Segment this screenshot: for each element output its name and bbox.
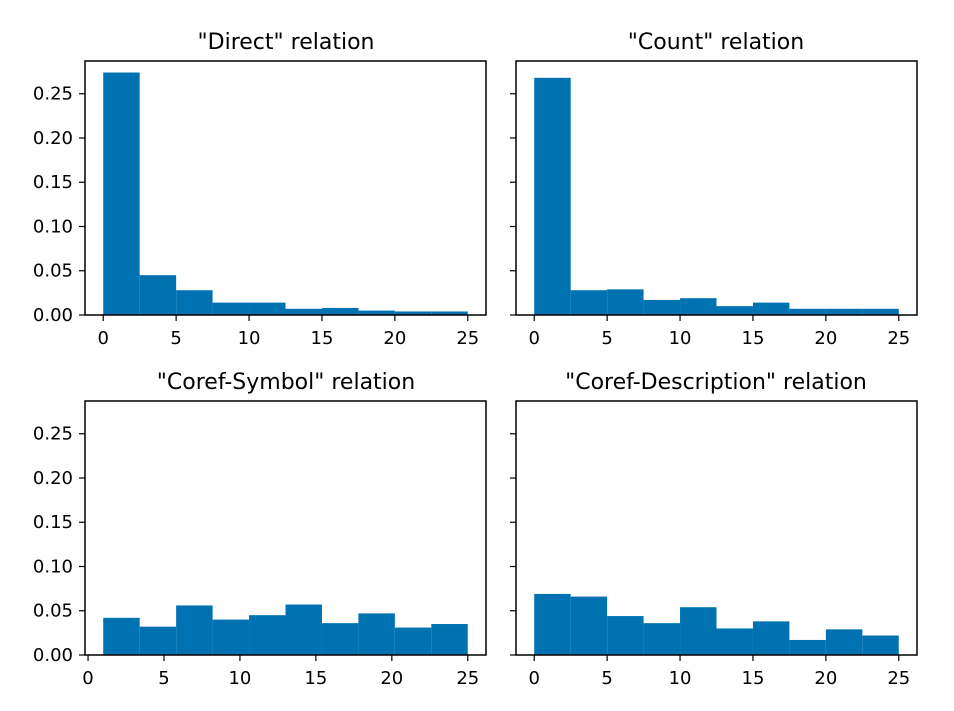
panel-title: "Coref-Description" relation [565,370,867,395]
histogram-bar [680,298,717,315]
axes-frame [84,400,487,656]
histogram-bar [394,627,432,655]
x-tick-label: 5 [158,668,169,689]
y-tick-label: 0.20 [33,128,73,149]
histogram-bar [534,593,571,655]
x-tick-label: 0 [82,668,93,689]
x-tick-label: 15 [742,668,765,689]
axes-frame [84,60,487,316]
histogram-bar [607,616,644,655]
panel-title: "Direct" relation [198,30,375,55]
y-tick-label: 0.10 [33,556,73,577]
histogram-bar [394,311,432,315]
histogram-bar [825,308,863,315]
x-tick-label: 20 [383,328,406,349]
histogram-bar [285,308,322,315]
x-tick-label: 25 [456,668,479,689]
histogram-bar [643,299,681,315]
histogram-bar [680,607,717,655]
histogram-bar [321,307,359,315]
x-tick-label: 25 [887,668,910,689]
histogram-bar [534,77,571,315]
histogram-bar [752,621,790,655]
x-tick-label: 20 [814,328,837,349]
histogram-bar [103,617,140,655]
histogram-bar [176,290,213,315]
panel-count: "Count" relation 0 5 10 15 20 25 [510,30,918,349]
x-tick-label: 20 [814,668,837,689]
x-tick-label: 5 [601,668,612,689]
panel-title: "Count" relation [628,30,804,55]
histogram-bar [789,639,826,655]
histogram-bar [321,623,359,655]
panel-direct: "Direct" relation 0.00 0.05 0.10 0.15 0.20 0.… [33,30,487,349]
histogram-bar [570,596,608,655]
y-tick-label: 0.25 [33,424,73,445]
x-tick-label: 10 [669,328,692,349]
histogram-bar [212,302,250,315]
axes-frame [515,400,918,656]
panel-title: "Coref-Symbol" relation [157,370,415,395]
histogram-bar [431,311,468,315]
y-tick-label: 0.05 [33,601,73,622]
histogram-bar [139,626,177,655]
x-tick-label: 0 [529,668,540,689]
histogram-bar [789,308,826,315]
y-tick-label: 0.15 [33,512,73,533]
histogram-bar [176,605,213,655]
x-tick-label: 10 [238,328,261,349]
histogram-bar [103,72,140,316]
histogram-bar [862,635,899,655]
x-tick-label: 0 [529,328,540,349]
y-tick-label: 0.25 [33,84,73,105]
histogram-bar [431,624,468,655]
y-tick-label: 0.00 [33,305,73,326]
histogram-bar [285,604,322,655]
histogram-bar [716,306,753,315]
histogram-bar [249,615,286,655]
y-tick-label: 0.15 [33,172,73,193]
histogram-bar [862,308,899,315]
axes-frame [515,60,918,316]
x-tick-label: 15 [311,328,334,349]
y-tick-label: 0.05 [33,261,73,282]
x-tick-label: 0 [98,328,109,349]
histogram-bar [716,628,753,655]
x-tick-label: 5 [601,328,612,349]
x-tick-label: 15 [742,328,765,349]
x-tick-label: 15 [304,668,327,689]
panel-coref-description: "Coref-Description" relation 0 5 10 15 20 25 [510,370,918,689]
y-tick-label: 0.00 [33,645,73,666]
x-tick-label: 25 [456,328,479,349]
histogram-bar [139,275,177,315]
x-tick-label: 25 [887,328,910,349]
y-tick-label: 0.20 [33,468,73,489]
histogram-bar [607,289,644,315]
x-tick-label: 5 [170,328,181,349]
panel-coref-symbol: "Coref-Symbol" relation 0.00 0.05 0.10 0.15… [33,370,487,689]
x-tick-label: 10 [228,668,251,689]
x-tick-label: 20 [380,668,403,689]
histogram-bar [358,310,395,315]
histogram-bar [752,302,790,315]
y-tick-label: 0.10 [33,216,73,237]
histogram-bar [643,623,681,655]
histogram-bar [825,629,863,655]
histogram-bar [212,619,250,655]
histogram-bar [249,302,286,315]
histogram-bar [570,290,608,315]
x-tick-label: 10 [669,668,692,689]
histogram-bar [358,613,395,655]
